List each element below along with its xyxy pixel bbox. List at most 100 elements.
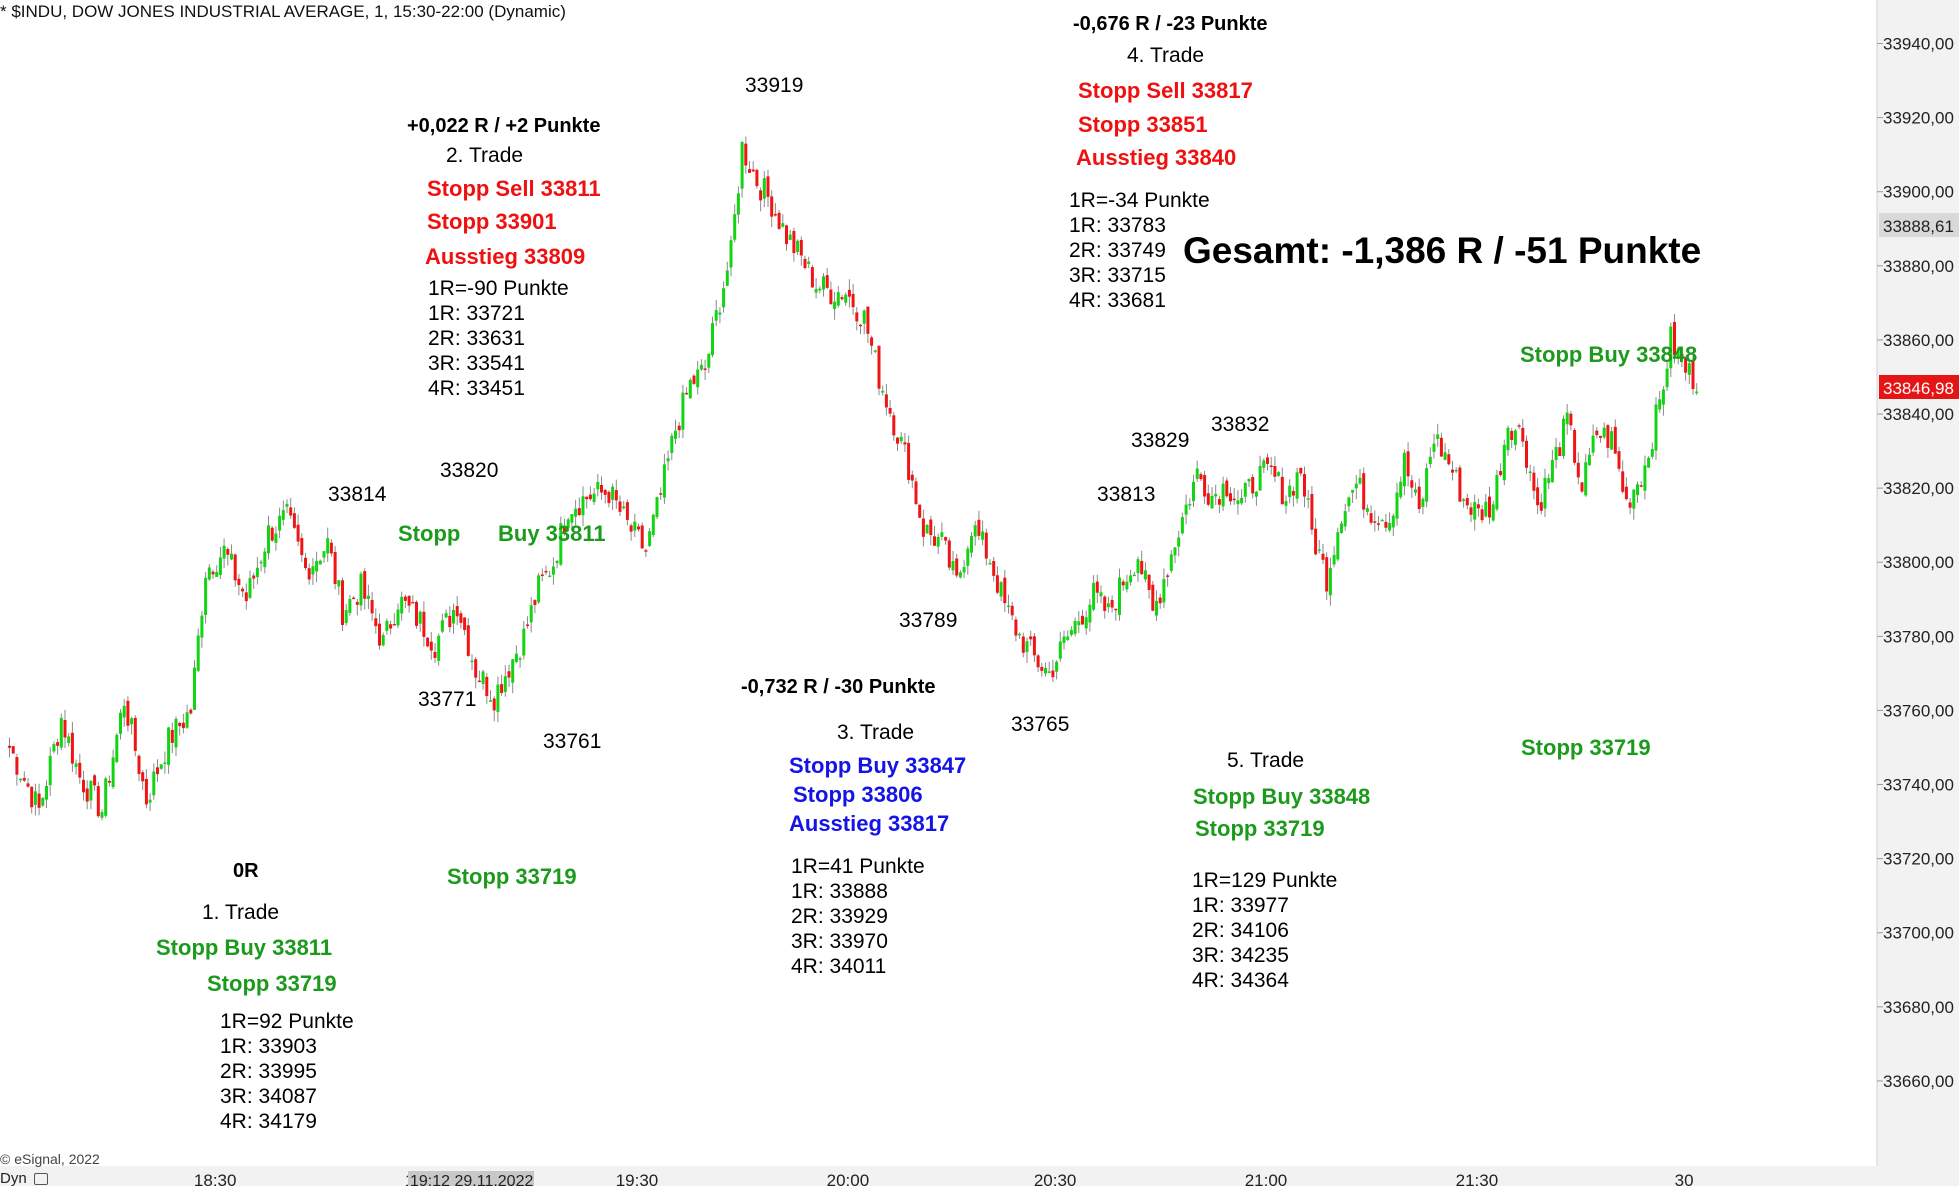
candle (148, 799, 152, 803)
candle (82, 779, 85, 793)
x-tick-label: 21:30 (1456, 1171, 1499, 1186)
candle (792, 230, 796, 254)
trade-1-levels: 1R=92 Punkte 1R: 33903 2R: 33995 3R: 340… (220, 1009, 354, 1134)
candle (947, 540, 951, 568)
candle (1432, 443, 1436, 452)
trade-4-levels: 1R=-34 Punkte 1R: 33783 2R: 33749 3R: 33… (1069, 188, 1210, 313)
candle (422, 611, 426, 637)
candle (1243, 482, 1247, 497)
candle (1621, 471, 1625, 492)
candle (1613, 426, 1617, 454)
candle (1439, 437, 1443, 457)
candle (259, 561, 263, 564)
candle (1458, 467, 1462, 502)
candle (1299, 467, 1303, 474)
candle (1476, 504, 1480, 509)
x-tick-label: 30 (1675, 1171, 1694, 1186)
candle (1576, 462, 1580, 478)
candle (833, 301, 837, 309)
trough-label: 33761 (543, 730, 602, 753)
candle (189, 709, 193, 714)
candle (378, 623, 381, 646)
candle (1058, 641, 1062, 659)
candle (1029, 636, 1033, 640)
candle (725, 270, 729, 286)
candle (1247, 478, 1251, 482)
candle (1051, 670, 1055, 678)
candle (156, 767, 159, 775)
candle (1251, 476, 1255, 494)
candle (1599, 435, 1602, 438)
candle (178, 722, 182, 727)
candle (1277, 472, 1281, 476)
candle (1399, 481, 1403, 498)
candle (452, 609, 455, 624)
candle (115, 734, 119, 763)
candle (237, 578, 241, 586)
last-price-label: 33846,98 (1883, 379, 1954, 398)
trade-4-order: Stopp Sell 33817 (1078, 78, 1253, 103)
price-axis[interactable]: 33940,00 33920,00 33900,00 33880,00 33860,00… (1877, 35, 1954, 1091)
candle (1314, 528, 1318, 555)
candle (799, 239, 803, 256)
candle (1306, 498, 1310, 500)
trade-1-order: Stopp Buy 33811 (156, 935, 333, 960)
candle (448, 615, 452, 628)
candle (1180, 517, 1184, 534)
candle (992, 561, 996, 576)
candle (63, 719, 67, 738)
candle (1495, 474, 1499, 510)
candle (100, 812, 104, 818)
candle (1047, 671, 1051, 673)
candle (1262, 460, 1266, 468)
candle (1473, 502, 1477, 520)
candle (1003, 577, 1007, 604)
candle (1639, 485, 1643, 487)
candle (1632, 489, 1636, 509)
candle (207, 567, 211, 580)
candle (1018, 633, 1022, 636)
candle (1373, 521, 1377, 523)
candle (1328, 567, 1332, 596)
candle (755, 169, 759, 187)
y-tick-label: 33700,00 (1883, 924, 1954, 943)
dynamic-mode-button[interactable]: Dyn (0, 1170, 48, 1186)
candle (1351, 489, 1355, 493)
trade-5-levels: 1R=129 Punkte 1R: 33977 2R: 34106 3R: 34… (1192, 868, 1337, 993)
candle (337, 580, 341, 587)
trade-1-order: Stopp 33719 (207, 971, 337, 996)
trade-3-order: Stopp Buy 33847 (789, 753, 967, 778)
candle (703, 368, 707, 370)
candle (1055, 661, 1059, 672)
candle (1443, 452, 1447, 460)
candle (1240, 497, 1244, 504)
candle (1388, 522, 1392, 531)
candle (218, 557, 222, 575)
candle (1195, 468, 1199, 479)
last-price-box (1879, 375, 1959, 399)
candle (600, 484, 603, 493)
level-line: 4R: 33451 (428, 377, 525, 400)
candle (107, 780, 111, 783)
candle (248, 578, 252, 598)
candle (392, 624, 396, 626)
candle (1454, 469, 1458, 472)
trade-5-title: 5. Trade (1227, 749, 1305, 772)
candle (1036, 655, 1040, 668)
candle (674, 430, 677, 439)
candle (352, 597, 356, 600)
trade-3-title: 3. Trade (837, 721, 915, 744)
candle (1536, 487, 1540, 506)
candle (588, 494, 592, 500)
candle (1447, 454, 1451, 465)
candle (300, 537, 304, 556)
candle (1643, 465, 1647, 491)
x-tick-label: 20:30 (1034, 1171, 1077, 1186)
candle (433, 651, 437, 658)
candle (748, 169, 751, 173)
candle (1365, 508, 1369, 512)
candle (648, 531, 652, 546)
candle (252, 575, 256, 579)
